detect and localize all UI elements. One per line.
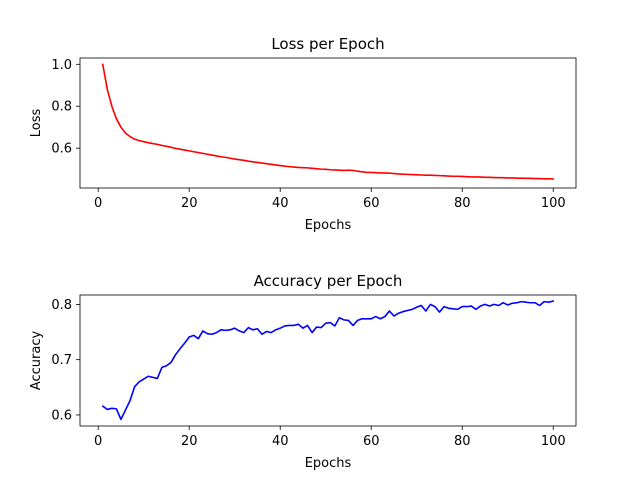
loss-plot-frame [79, 57, 577, 189]
loss-x-tick-label: 40 [272, 196, 289, 211]
accuracy-y-tick-label: 0.7 [51, 353, 72, 368]
accuracy-y-axis-label: Accuracy [29, 331, 44, 391]
accuracy-series-line [101, 300, 555, 421]
accuracy-x-tick-label: 60 [363, 434, 380, 449]
loss-series-line [101, 63, 555, 180]
loss-x-tick-label: 100 [541, 196, 566, 211]
loss-y-tick-label: 0.6 [51, 142, 72, 157]
accuracy-x-tick-label: 40 [272, 434, 289, 449]
loss-x-axis-label: Epochs [305, 218, 352, 233]
accuracy-x-tick-label: 20 [181, 434, 198, 449]
accuracy-plot-frame [79, 294, 577, 427]
accuracy-x-tick-label: 100 [541, 434, 566, 449]
loss-chart: 0 20 40 60 80 100 0.6 0.8 1.0 Loss per Epoch Epoch… [29, 35, 577, 233]
accuracy-chart: 0 20 40 60 80 100 0.6 0.7 0.8 Accuracy per Epoch E… [29, 272, 577, 471]
loss-chart-title: Loss per Epoch [271, 35, 384, 53]
loss-y-tick-label: 1.0 [51, 58, 72, 73]
loss-y-axis-label: Loss [29, 109, 44, 138]
accuracy-x-tick-label: 80 [454, 434, 471, 449]
accuracy-y-tick-label: 0.8 [51, 298, 72, 313]
accuracy-x-tick-label: 0 [94, 434, 102, 449]
loss-x-tick-label: 60 [363, 196, 380, 211]
accuracy-y-tick-label: 0.6 [51, 408, 72, 423]
loss-x-tick-label: 80 [454, 196, 471, 211]
loss-x-tick-label: 0 [94, 196, 102, 211]
loss-x-tick-label: 20 [181, 196, 198, 211]
loss-y-tick-label: 0.8 [51, 100, 72, 115]
accuracy-chart-title: Accuracy per Epoch [254, 272, 403, 290]
accuracy-x-axis-label: Epochs [305, 456, 352, 471]
